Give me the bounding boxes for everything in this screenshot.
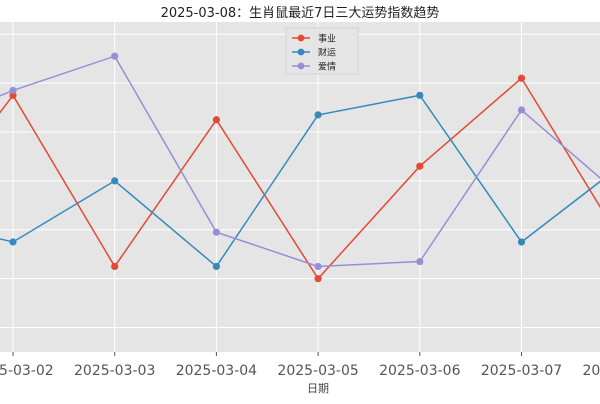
data-point xyxy=(416,91,424,99)
data-point xyxy=(416,162,424,170)
data-point xyxy=(9,238,17,246)
x-tick-label: 2025-03-03 xyxy=(74,363,155,379)
legend-swatch-marker xyxy=(297,34,305,42)
data-point xyxy=(416,257,424,266)
data-point xyxy=(314,262,322,271)
data-point xyxy=(517,106,526,114)
legend-label: 爱情 xyxy=(318,61,336,73)
data-point xyxy=(314,111,322,119)
series-爱情 xyxy=(0,52,600,271)
data-point xyxy=(212,228,220,236)
series-layer xyxy=(0,52,600,283)
data-point xyxy=(212,116,220,124)
data-point xyxy=(517,74,526,82)
plot-background xyxy=(0,22,600,352)
x-tick-label: 2025-03-04 xyxy=(176,363,257,379)
data-point xyxy=(517,238,526,246)
legend-swatch-marker xyxy=(297,62,305,70)
x-tick-label: 2025-03-05 xyxy=(277,363,358,379)
series-财运 xyxy=(0,91,600,271)
data-point xyxy=(212,262,220,271)
x-tick-label: 2025-03-08 xyxy=(583,363,600,379)
x-ticks: 2025-03-012025-03-022025-03-032025-03-04… xyxy=(0,352,600,379)
grid xyxy=(0,22,600,352)
data-point xyxy=(111,262,119,271)
x-tick-label: 2025-03-02 xyxy=(0,363,54,379)
chart-title: 2025-03-08：生肖鼠最近7日三大运势指数趋势 xyxy=(161,5,440,21)
legend-swatch-marker xyxy=(297,48,305,56)
x-tick-label: 2025-03-07 xyxy=(481,363,562,379)
x-tick-label: 2025-03-06 xyxy=(379,363,460,379)
series-line xyxy=(0,55,600,268)
legend-label: 事业 xyxy=(318,33,336,45)
data-point xyxy=(111,177,119,185)
legend-label: 财运 xyxy=(318,47,336,59)
series-line xyxy=(0,77,600,280)
data-point xyxy=(9,86,17,95)
data-point xyxy=(111,52,119,60)
x-axis-label: 日期 xyxy=(307,382,329,395)
series-line xyxy=(0,94,600,268)
data-point xyxy=(314,275,322,283)
